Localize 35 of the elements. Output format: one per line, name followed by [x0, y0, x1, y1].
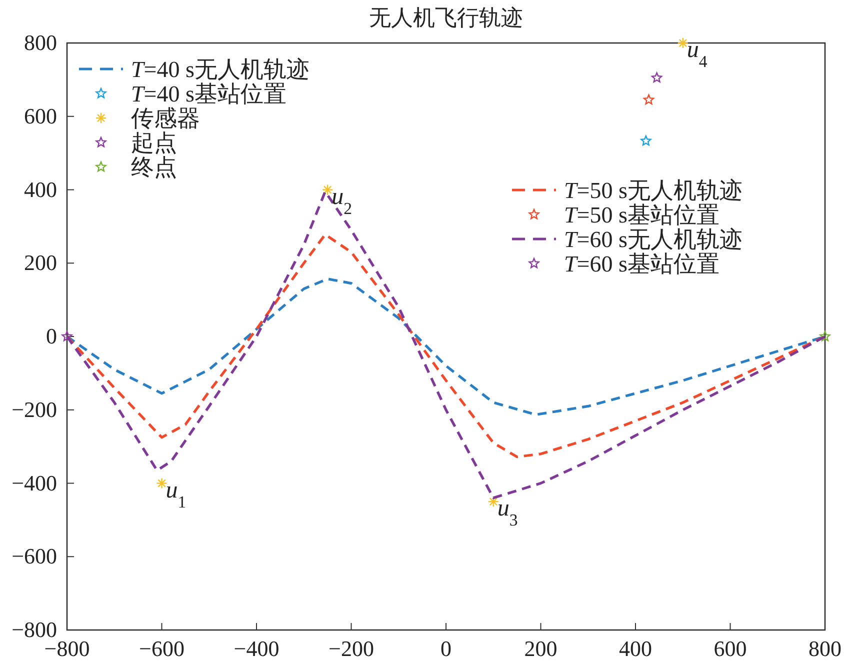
- x-tick-label: 400: [619, 636, 652, 661]
- legend-label: 起点: [131, 130, 177, 156]
- point: [651, 72, 662, 82]
- y-tick-label: 400: [24, 176, 57, 202]
- legend-label: 传感器: [131, 106, 200, 131]
- point: [643, 94, 654, 105]
- x-tick-label: −200: [328, 636, 374, 661]
- legend-label: T=50 s基站位置: [564, 202, 720, 228]
- y-tick-label: −400: [12, 470, 57, 496]
- x-tick-label: 0: [440, 636, 452, 661]
- annotation: u$_{2}$: [332, 184, 352, 218]
- legend-label: T=40 s无人机轨迹: [131, 57, 310, 82]
- y-tick-label: −200: [12, 396, 57, 422]
- annotation: u$_{3}$: [497, 496, 518, 530]
- x-tick-label: 600: [714, 636, 747, 661]
- point: [820, 330, 830, 342]
- y-tick-label: 600: [24, 103, 57, 128]
- x-tick-label: −600: [139, 636, 184, 661]
- y-tick-label: 200: [24, 250, 57, 276]
- y-tick-label: −600: [12, 544, 57, 569]
- x-tick-label: 200: [524, 636, 558, 661]
- y-tick-label: 800: [24, 30, 57, 55]
- legend-label: T=60 s基站位置: [564, 252, 720, 276]
- legend-label: T=50 s无人机轨迹: [564, 178, 742, 203]
- point: [640, 135, 652, 146]
- legend-label: T=40 s基站位置: [131, 82, 286, 106]
- annotation: u$_{1}$: [166, 477, 186, 511]
- x-tick-label: −400: [234, 636, 280, 661]
- legend-label: 终点: [131, 155, 177, 180]
- y-tick-label: 0: [46, 324, 57, 348]
- x-tick-label: 800: [808, 636, 842, 661]
- annotation: u$_{4}$: [686, 37, 708, 70]
- legend-label: T=60 s无人机轨迹: [564, 227, 742, 252]
- point: [62, 330, 72, 342]
- chart-title: 无人机飞行轨迹: [369, 5, 523, 30]
